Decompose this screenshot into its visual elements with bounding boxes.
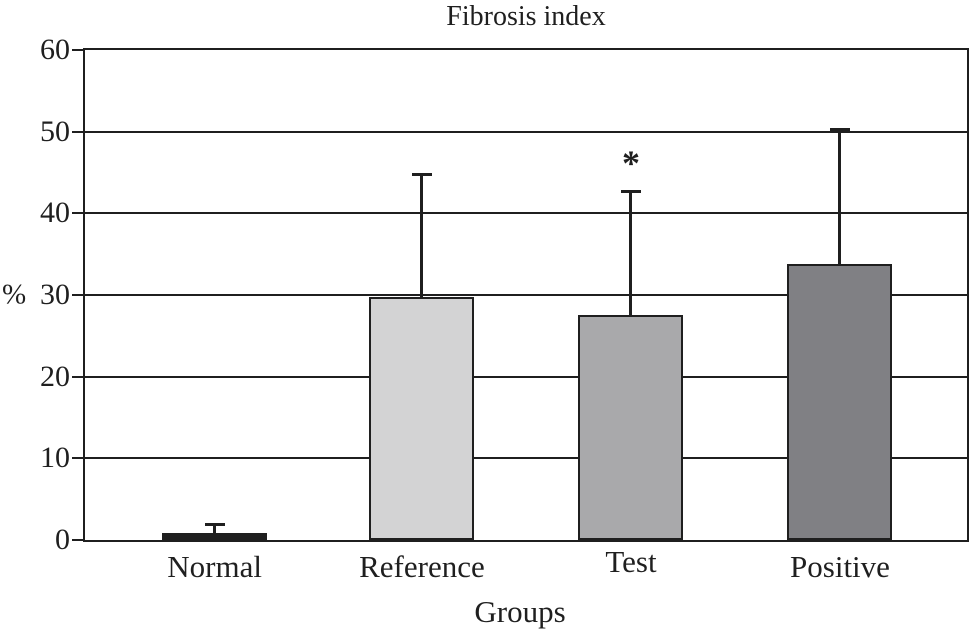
bar-normal [162,533,268,540]
y-tick-label-20: 20 [40,359,70,393]
error-bar-positive [838,129,842,264]
gridline-40 [85,212,967,215]
error-bar-reference [420,174,424,297]
bar-test [578,315,684,540]
x-axis-label: Groups [474,594,566,629]
gridline-30 [85,294,967,296]
y-tick-mark-0 [72,539,83,541]
x-category-label-normal: Normal [167,549,262,584]
y-tick-mark-40 [72,212,83,215]
y-tick-mark-60 [72,49,83,51]
y-tick-label-50: 50 [40,114,70,148]
x-category-label-test: Test [605,544,657,579]
bar-reference [369,296,475,540]
gridline-10 [85,457,967,460]
x-category-label-reference: Reference [359,549,485,584]
y-axis-label: % [2,278,27,311]
y-tick-label-10: 10 [40,441,70,475]
y-tick-label-60: 60 [40,33,70,66]
significance-asterisk: * [621,143,640,184]
error-bar-cap-normal [204,522,225,526]
x-category-label-positive: Positive [790,549,890,584]
gridline-20 [85,375,967,378]
chart-title: Fibrosis index [446,1,606,32]
y-tick-label-0: 0 [55,523,70,556]
y-tick-label-40: 40 [40,196,70,230]
error-bar-cap-positive [829,128,850,132]
error-bar-cap-reference [411,173,432,177]
y-tick-label-30: 30 [40,278,70,311]
plot-area [83,48,969,542]
error-bar-normal [213,523,217,534]
bar-positive [787,263,893,540]
y-tick-mark-30 [72,294,83,296]
y-tick-mark-10 [72,457,83,460]
y-tick-mark-50 [72,130,83,133]
error-bar-test [629,191,633,316]
error-bar-cap-test [620,190,641,194]
gridline-50 [85,130,967,133]
y-tick-mark-20 [72,375,83,378]
